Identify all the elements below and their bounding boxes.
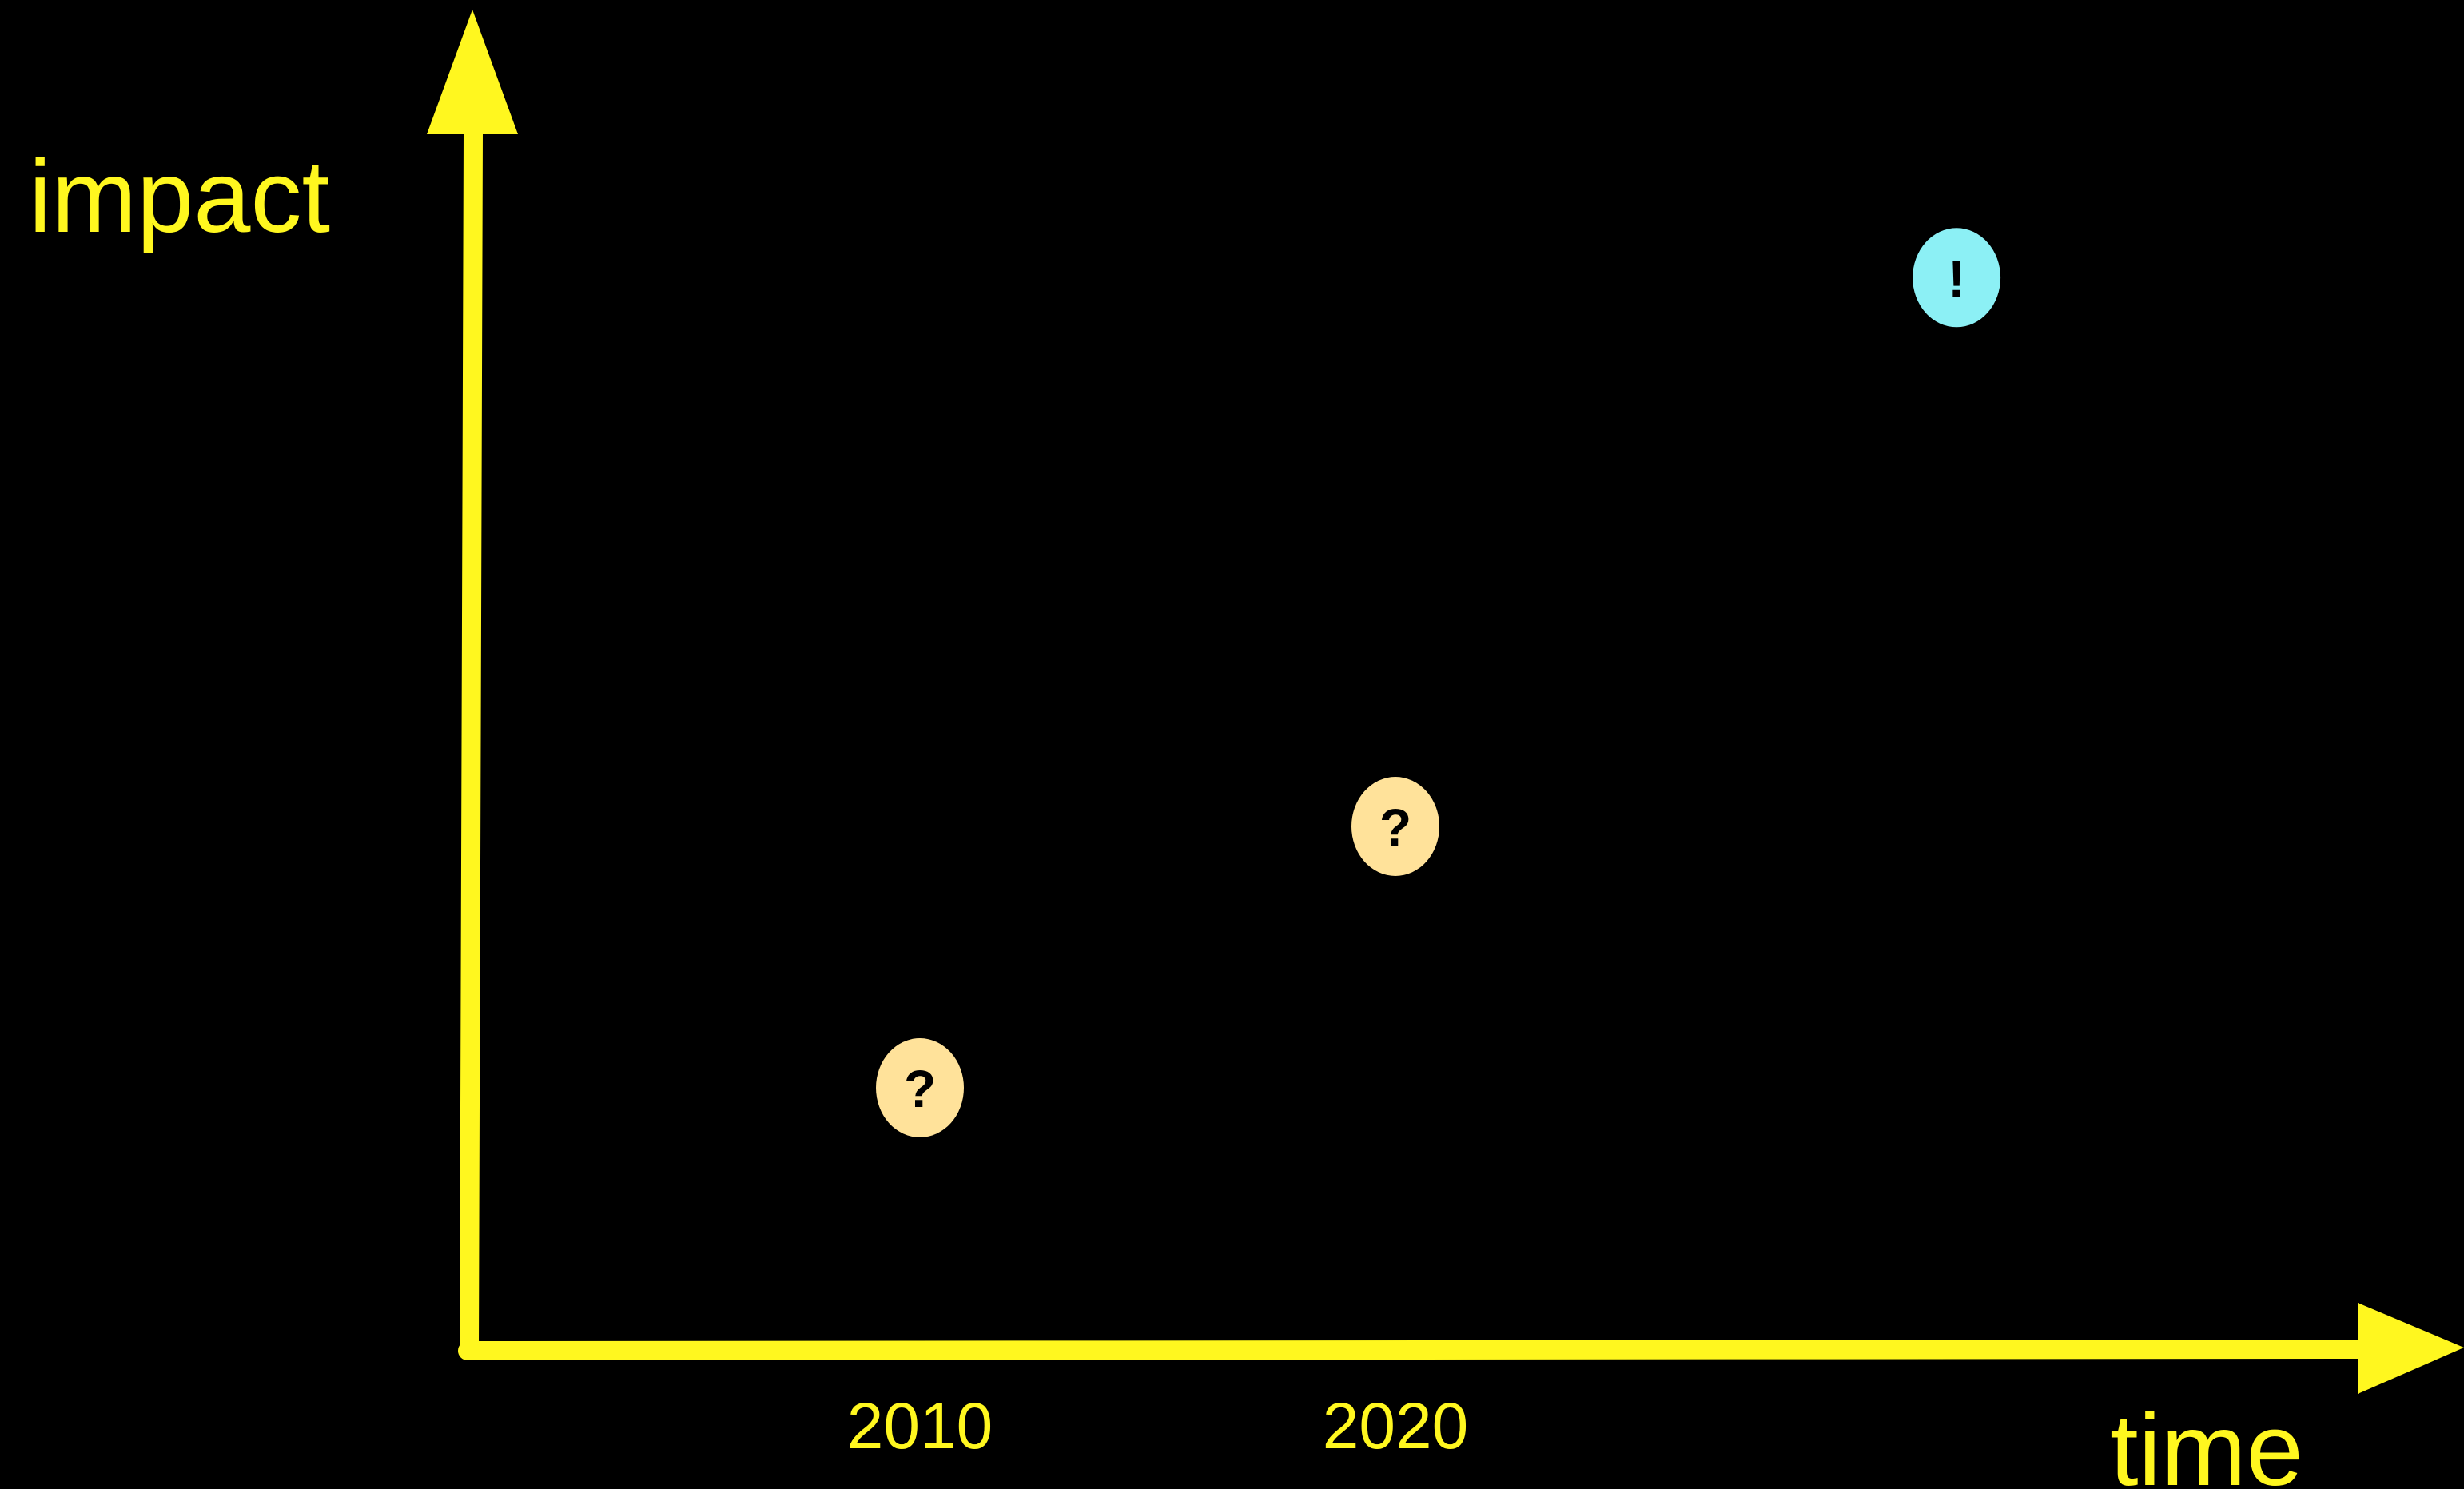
data-point-2: ?	[1351, 777, 1439, 876]
x-tick-label-2010: 2010	[847, 1390, 993, 1463]
data-point-marker	[1351, 777, 1439, 876]
data-point-marker	[876, 1038, 964, 1137]
data-point-marker	[1913, 228, 2001, 328]
x-axis-arrowhead	[2358, 1303, 2464, 1394]
data-point-symbol: ?	[1379, 798, 1411, 857]
y-axis-title: impact	[29, 140, 330, 254]
data-point-symbol: ?	[904, 1059, 936, 1118]
x-axis-line	[458, 1340, 2375, 1360]
data-points: ??!	[876, 228, 2001, 1137]
y-axis-line	[460, 122, 483, 1359]
data-point-3: !	[1913, 228, 2001, 328]
x-axis-title: time	[2110, 1393, 2303, 1489]
x-tick-label-2020: 2020	[1323, 1390, 1468, 1463]
data-point-symbol: !	[1948, 249, 1965, 308]
data-point-1: ?	[876, 1038, 964, 1137]
y-axis-arrowhead	[427, 10, 518, 134]
